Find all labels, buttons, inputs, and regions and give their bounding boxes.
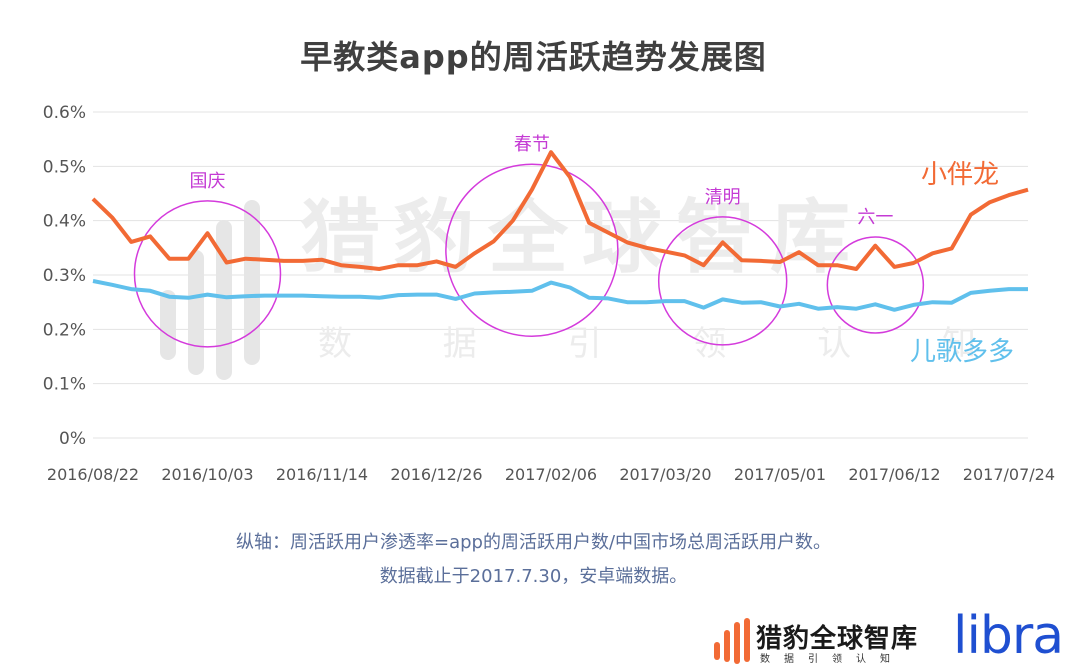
series-layer bbox=[91, 150, 1029, 312]
x-axis-ticks: 2016/08/22 2016/10/03 2016/11/14 2016/12/26… bbox=[47, 465, 1055, 484]
y-tick-label: 0.4% bbox=[43, 212, 86, 232]
y-tick-label: 0.1% bbox=[43, 375, 86, 395]
x-tick-label: 2017/05/01 bbox=[734, 465, 826, 484]
watermark-slogan: 数 据 引 领 认 知 bbox=[318, 324, 1016, 364]
y-tick-label: 0.2% bbox=[43, 320, 86, 340]
x-tick-label: 2017/07/24 bbox=[963, 465, 1055, 484]
cheetah-bars-icon bbox=[714, 618, 750, 664]
series-label: 小伴龙 bbox=[921, 160, 999, 190]
chart-title: 早教类app的周活跃趋势发展图 bbox=[300, 38, 767, 76]
x-tick-label: 2016/11/14 bbox=[276, 465, 368, 484]
y-axis-ticks: 0% 0.1% 0.2% 0.3% 0.4% 0.5% 0.6% bbox=[43, 103, 86, 449]
annotation-circle bbox=[826, 236, 925, 334]
annotation-label: 国庆 bbox=[189, 171, 225, 192]
series-line-1 bbox=[92, 279, 1028, 312]
x-tick-label: 2017/02/06 bbox=[505, 465, 597, 484]
cheetah-logo: 猎豹全球智库 数据引领认知 bbox=[712, 614, 927, 666]
watermark-bars-icon bbox=[160, 200, 260, 380]
annotation-circle bbox=[657, 216, 788, 346]
annotation-label: 春节 bbox=[514, 134, 550, 155]
y-tick-label: 0% bbox=[59, 429, 86, 449]
data-note: 数据截止于2017.7.30，安卓端数据。 bbox=[379, 566, 688, 587]
series-label: 儿歌多多 bbox=[910, 337, 1014, 367]
y-tick-label: 0.5% bbox=[43, 157, 86, 177]
y-tick-label: 0.3% bbox=[43, 266, 86, 286]
annotation-circle bbox=[445, 163, 619, 337]
x-tick-label: 2016/10/03 bbox=[161, 465, 253, 484]
annotation-label: 六一 bbox=[857, 207, 893, 228]
y-tick-label: 0.6% bbox=[43, 103, 86, 123]
x-tick-label: 2017/06/12 bbox=[848, 465, 940, 484]
series-line-0 bbox=[91, 150, 1029, 271]
annotation-circle bbox=[133, 200, 282, 348]
axis-note: 纵轴：周活跃用户渗透率=app的周活跃用户数/中国市场总周活跃用户数。 bbox=[235, 532, 832, 553]
footer-brand: 猎豹全球智库 bbox=[756, 624, 919, 654]
x-tick-label: 2017/03/20 bbox=[619, 465, 711, 484]
annotation-label: 清明 bbox=[705, 187, 741, 208]
footer-slogan: 数据引领认知 bbox=[760, 654, 904, 665]
libra-logo: libra bbox=[953, 606, 1064, 666]
x-tick-label: 2016/12/26 bbox=[390, 465, 482, 484]
x-tick-label: 2016/08/22 bbox=[47, 465, 139, 484]
